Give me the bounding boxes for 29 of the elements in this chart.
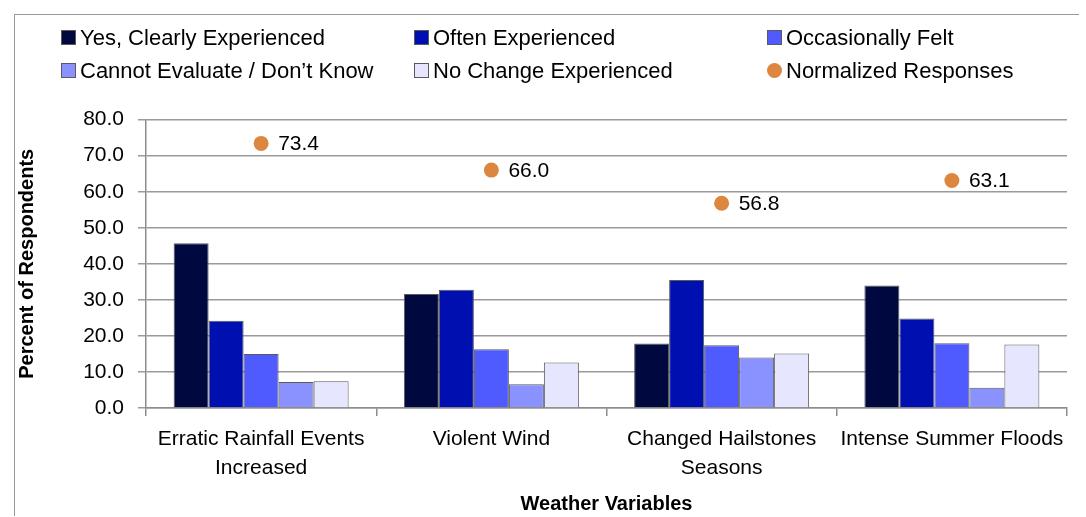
x-tick-label: Erratic Rainfall Events Increased (157, 426, 365, 479)
point (714, 195, 730, 211)
legend-label: Yes, Clearly Experienced (80, 24, 325, 51)
legend-label: No Change Experienced (433, 57, 673, 84)
data-label: 63.1 (968, 168, 1010, 192)
legend-label: Cannot Evaluate / Don’t Know (80, 57, 374, 84)
legend-label: Normalized Responses (786, 57, 1014, 84)
point (483, 162, 499, 178)
x-axis-title: Weather Variables (520, 491, 693, 514)
y-tick-label: 80.0 (83, 106, 124, 130)
y-axis-title: Percent of Respondents (14, 148, 37, 379)
x-tick-label: Violent Wind (432, 426, 551, 450)
x-tick-label: Changed Hailstones Seasons (627, 426, 817, 479)
y-tick-label: 40.0 (83, 250, 124, 274)
x-tick-label: Intense Summer Floods (840, 426, 1064, 450)
data-label: 56.8 (738, 191, 780, 215)
y-tick-label: 60.0 (83, 178, 124, 202)
legend-label: Often Experienced (433, 24, 616, 51)
y-tick-label: 20.0 (83, 322, 124, 346)
point (253, 135, 269, 151)
y-tick-label: 70.0 (83, 142, 124, 166)
legend-label: Occasionally Felt (786, 24, 954, 51)
y-tick-label: 50.0 (83, 214, 124, 238)
y-tick-label: 10.0 (83, 358, 124, 382)
y-tick-label: 30.0 (83, 286, 124, 310)
point (944, 173, 960, 189)
data-label: 73.4 (278, 131, 320, 155)
y-tick-label: 0.0 (94, 394, 124, 418)
data-label: 66.0 (508, 157, 550, 181)
